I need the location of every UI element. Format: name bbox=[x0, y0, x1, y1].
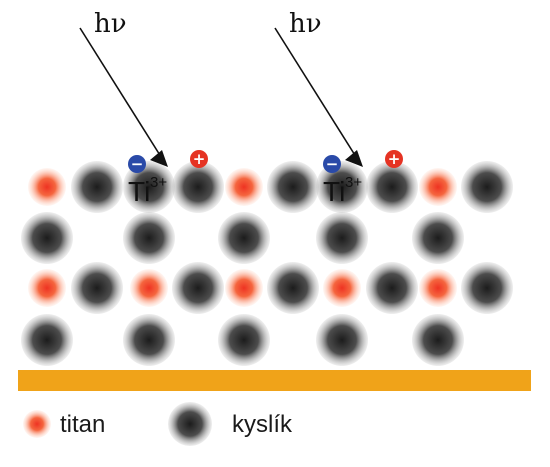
photon-arrow-1: hν bbox=[79, 9, 168, 167]
photon-label-2: hν bbox=[289, 9, 322, 39]
electron-1: − bbox=[128, 155, 146, 173]
oxygen-atom-r3-17 bbox=[71, 262, 123, 314]
electron-sign-1: − bbox=[131, 155, 144, 173]
oxygen-atom-r1-2 bbox=[71, 161, 123, 213]
oxygen-atom-r3-25 bbox=[461, 262, 513, 314]
electron-2: − bbox=[323, 155, 341, 173]
hole-circle-1 bbox=[190, 150, 208, 168]
oxygen-atom-r2-12 bbox=[123, 212, 175, 264]
photon-arrowhead-2 bbox=[345, 150, 363, 167]
legend-titan-swatch bbox=[23, 410, 51, 438]
hole-sign-1: + bbox=[193, 150, 206, 168]
hole-1: + bbox=[190, 150, 208, 168]
photon-arrowhead-1 bbox=[150, 150, 168, 167]
legend-titan-label: titan bbox=[60, 411, 105, 438]
oxygen-atom-r1-6 bbox=[267, 161, 319, 213]
titanium-atom-r3-16 bbox=[28, 269, 66, 307]
oxygen-atom-r1-4 bbox=[172, 161, 224, 213]
photon-arrow-2: hν bbox=[274, 9, 363, 167]
titanium-atom-r3-22 bbox=[323, 269, 361, 307]
photon-ray-1 bbox=[79, 27, 164, 161]
ti3-symbol-2: Ti bbox=[323, 176, 345, 207]
ti3-charge-1: 3+ bbox=[150, 174, 167, 191]
oxygen-atom-r1-10 bbox=[461, 161, 513, 213]
oxygen-atom-r1-8 bbox=[366, 161, 418, 213]
oxygen-atom-r2-13 bbox=[218, 212, 270, 264]
ti3-label-1: Ti 3+ bbox=[128, 174, 167, 207]
electron-sign-2: − bbox=[326, 155, 339, 173]
titanium-atom-r3-20 bbox=[225, 269, 263, 307]
ti3-label-2: Ti 3+ bbox=[323, 174, 362, 207]
oxygen-atom-r2-15 bbox=[412, 212, 464, 264]
photon-ray-2 bbox=[274, 27, 359, 161]
legend: titan kyslík bbox=[23, 402, 293, 446]
hole-2: + bbox=[385, 150, 403, 168]
oxygen-atom-r4-29 bbox=[316, 314, 368, 366]
legend-oxygen-swatch bbox=[168, 402, 212, 446]
ti3-charge-2: 3+ bbox=[345, 174, 362, 191]
oxygen-atom-r2-14 bbox=[316, 212, 368, 264]
hole-circle-2 bbox=[385, 150, 403, 168]
oxygen-atom-r2-11 bbox=[21, 212, 73, 264]
oxygen-atom-r4-27 bbox=[123, 314, 175, 366]
oxygen-atom-r3-23 bbox=[366, 262, 418, 314]
oxygen-atom-r1-7 bbox=[316, 161, 368, 213]
electron-circle-2 bbox=[323, 155, 341, 173]
legend-oxygen-label: kyslík bbox=[232, 411, 293, 438]
titanium-atom-r1-9 bbox=[419, 168, 457, 206]
electron-circle-1 bbox=[128, 155, 146, 173]
substrate-bar bbox=[18, 370, 531, 391]
oxygen-atom-r3-21 bbox=[267, 262, 319, 314]
titanium-atom-r1-1 bbox=[28, 168, 66, 206]
oxygen-atom-r1-3 bbox=[123, 161, 175, 213]
titanium-atom-r3-24 bbox=[419, 269, 457, 307]
atom-lattice bbox=[21, 161, 513, 366]
titanium-atom-r1-5 bbox=[225, 168, 263, 206]
photon-label-1: hν bbox=[94, 9, 127, 39]
titanium-atom-r3-18 bbox=[130, 269, 168, 307]
ti3-symbol-1: Ti bbox=[128, 176, 150, 207]
oxygen-atom-r4-26 bbox=[21, 314, 73, 366]
oxygen-atom-r4-28 bbox=[218, 314, 270, 366]
oxygen-atom-r3-19 bbox=[172, 262, 224, 314]
hole-sign-2: + bbox=[388, 150, 401, 168]
oxygen-atom-r4-30 bbox=[412, 314, 464, 366]
